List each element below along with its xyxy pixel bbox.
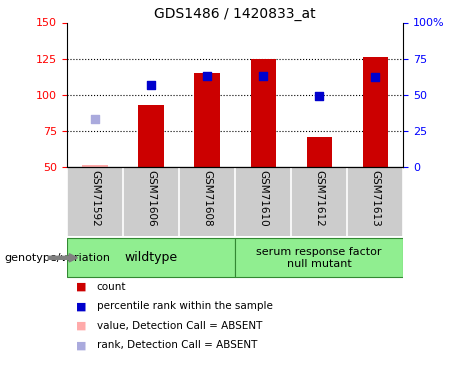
Text: GSM71612: GSM71612 [314,170,324,227]
Text: serum response factor
null mutant: serum response factor null mutant [256,247,382,268]
Point [91,116,99,122]
Point [315,93,323,99]
Text: count: count [97,282,126,292]
Text: percentile rank within the sample: percentile rank within the sample [97,302,273,311]
Text: wildtype: wildtype [124,251,177,264]
Bar [307,136,332,167]
Text: genotype/variation: genotype/variation [5,253,111,263]
Text: ■: ■ [76,340,87,350]
Text: GSM71610: GSM71610 [258,170,268,227]
Title: GDS1486 / 1420833_at: GDS1486 / 1420833_at [154,8,316,21]
Bar [250,58,276,167]
Text: GSM71606: GSM71606 [146,170,156,227]
Bar [363,57,388,167]
Bar [82,165,107,167]
Point [147,82,154,88]
Text: value, Detection Call = ABSENT: value, Detection Call = ABSENT [97,321,262,331]
Bar [138,105,164,167]
Bar [67,238,235,277]
Text: ■: ■ [76,302,87,311]
Text: GSM71608: GSM71608 [202,170,212,227]
Point [260,73,267,79]
Text: ■: ■ [76,321,87,331]
Text: GSM71592: GSM71592 [90,170,100,227]
Text: ■: ■ [76,282,87,292]
Bar [195,73,220,167]
Bar [235,238,403,277]
Text: GSM71613: GSM71613 [370,170,380,227]
Text: rank, Detection Call = ABSENT: rank, Detection Call = ABSENT [97,340,257,350]
Point [372,74,379,80]
Point [203,73,211,79]
